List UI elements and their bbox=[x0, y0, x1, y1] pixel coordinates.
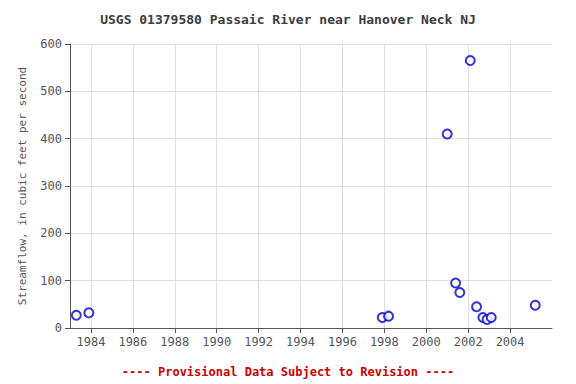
svg-text:400: 400 bbox=[40, 132, 62, 146]
svg-text:100: 100 bbox=[40, 274, 62, 288]
svg-text:1984: 1984 bbox=[77, 335, 106, 349]
svg-text:2002: 2002 bbox=[454, 335, 483, 349]
svg-text:0: 0 bbox=[55, 321, 62, 335]
svg-text:1996: 1996 bbox=[328, 335, 357, 349]
svg-text:300: 300 bbox=[40, 179, 62, 193]
svg-text:1986: 1986 bbox=[118, 335, 147, 349]
svg-text:1994: 1994 bbox=[286, 335, 315, 349]
svg-text:USGS 01379580 Passaic River ne: USGS 01379580 Passaic River near Hanover… bbox=[100, 12, 476, 27]
svg-text:---- Provisional Data Subject: ---- Provisional Data Subject to Revisio… bbox=[122, 365, 454, 379]
svg-text:2004: 2004 bbox=[496, 335, 525, 349]
svg-text:1990: 1990 bbox=[202, 335, 231, 349]
svg-text:500: 500 bbox=[40, 84, 62, 98]
svg-text:2000: 2000 bbox=[412, 335, 441, 349]
svg-text:1988: 1988 bbox=[160, 335, 189, 349]
svg-text:1992: 1992 bbox=[244, 335, 273, 349]
svg-text:Streamflow, in cubic feet per: Streamflow, in cubic feet per second bbox=[16, 67, 29, 305]
svg-text:1998: 1998 bbox=[370, 335, 399, 349]
svg-text:200: 200 bbox=[40, 226, 62, 240]
svg-text:600: 600 bbox=[40, 37, 62, 51]
